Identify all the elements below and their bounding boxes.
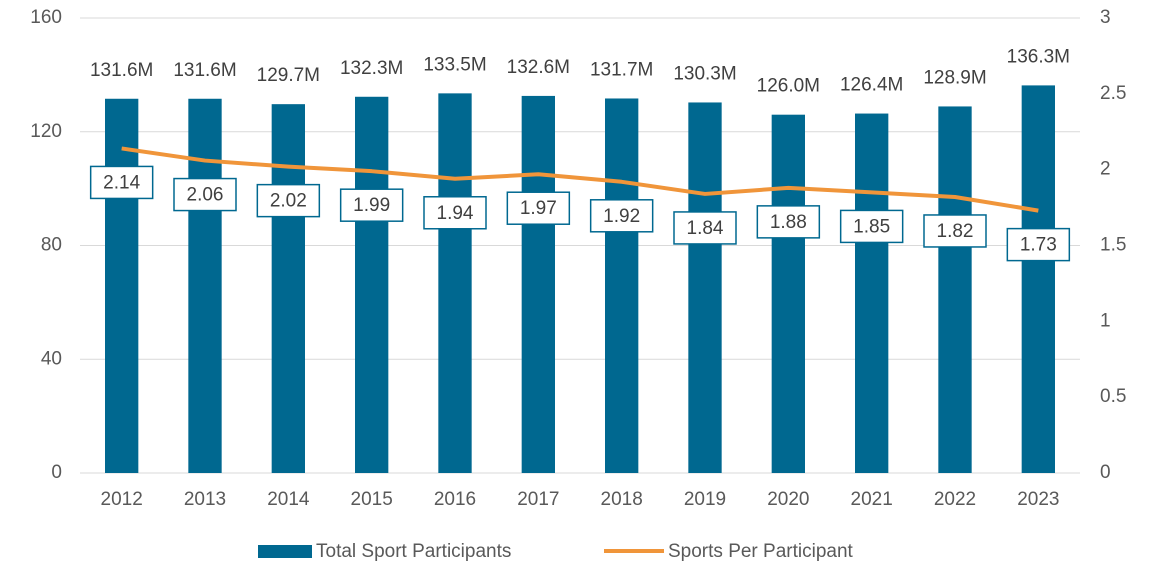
legend-label: Total Sport Participants (316, 541, 511, 562)
line-value-label: 1.84 (687, 218, 724, 239)
bar (438, 93, 472, 473)
data-label-box (589, 199, 654, 233)
bar-value-label: 132.3M (340, 58, 403, 79)
bar (271, 104, 305, 474)
x-tick-label: 2015 (351, 489, 393, 510)
bar-value-label: 136.3M (1007, 46, 1070, 67)
line-value-label: 1.88 (770, 212, 807, 233)
x-tick-label: 2017 (517, 489, 559, 510)
bar-value-label: 129.7M (257, 65, 320, 86)
y-tick-label: 120 (30, 121, 62, 142)
data-label-box (89, 165, 154, 200)
x-tick-label: 2012 (101, 489, 143, 510)
bar-value-label: 126.4M (840, 75, 903, 96)
bar-value-label: 130.3M (673, 63, 736, 84)
x-tick-label: 2013 (184, 489, 226, 510)
data-label-box (173, 177, 237, 212)
bar (938, 106, 972, 474)
legend-label: Sports Per Participant (668, 541, 854, 562)
x-tick-label: 2014 (267, 489, 310, 510)
bar (771, 114, 805, 473)
bar (355, 96, 389, 473)
y-tick-label: 160 (30, 7, 62, 28)
line-value-label: 1.94 (437, 203, 474, 224)
bar-value-label: 132.6M (507, 57, 570, 78)
x-tick-label: 2016 (434, 489, 476, 510)
bar (855, 113, 889, 474)
data-label-box (756, 205, 821, 239)
y2-tick-label: 3 (1100, 7, 1111, 28)
bar-value-label: 133.5M (423, 54, 486, 75)
y2-tick-label: 1 (1100, 310, 1111, 331)
data-label-box (256, 183, 321, 218)
y2-tick-label: 2 (1100, 159, 1111, 180)
legend-swatch (258, 545, 312, 558)
x-tick-label: 2022 (934, 489, 976, 510)
bar (605, 98, 639, 474)
line-value-label: 2.02 (270, 191, 307, 212)
data-label-box (1006, 227, 1071, 262)
bar-value-label: 131.7M (590, 59, 653, 80)
y2-tick-label: 0.5 (1100, 386, 1126, 407)
x-tick-label: 2018 (601, 489, 643, 510)
line-value-label: 2.06 (187, 185, 224, 206)
x-tick-label: 2021 (851, 489, 893, 510)
x-tick-label: 2020 (767, 489, 809, 510)
y2-tick-label: 1.5 (1100, 235, 1126, 256)
bar-value-label: 131.6M (173, 60, 236, 81)
line-value-label: 1.85 (853, 216, 890, 237)
line-value-label: 1.73 (1020, 235, 1057, 256)
data-label-box (423, 196, 487, 230)
x-tick-label: 2019 (684, 489, 726, 510)
bar (688, 102, 722, 473)
y2-tick-label: 0 (1100, 462, 1111, 483)
data-label-box (839, 209, 904, 244)
line (121, 146, 1039, 213)
bar (188, 98, 222, 473)
line-value-label: 2.14 (103, 172, 140, 193)
y-tick-label: 80 (41, 235, 62, 256)
line-value-label: 1.97 (520, 198, 557, 219)
bar (1021, 85, 1055, 473)
data-label-box (506, 191, 571, 225)
line-value-label: 1.92 (603, 206, 640, 227)
bar-value-label: 126.0M (757, 76, 820, 97)
bar-value-label: 128.9M (923, 67, 986, 88)
data-label-box (923, 214, 987, 248)
bar (105, 98, 139, 473)
y2-tick-label: 2.5 (1100, 83, 1126, 104)
data-label-box (673, 211, 737, 245)
bar-value-label: 131.6M (90, 60, 153, 81)
y-tick-label: 0 (51, 462, 62, 483)
x-tick-label: 2023 (1017, 489, 1059, 510)
line-value-label: 1.82 (937, 221, 974, 242)
line-value-label: 1.99 (353, 195, 390, 216)
bar (521, 95, 555, 473)
data-label-box (339, 188, 404, 222)
y-tick-label: 40 (41, 348, 62, 369)
